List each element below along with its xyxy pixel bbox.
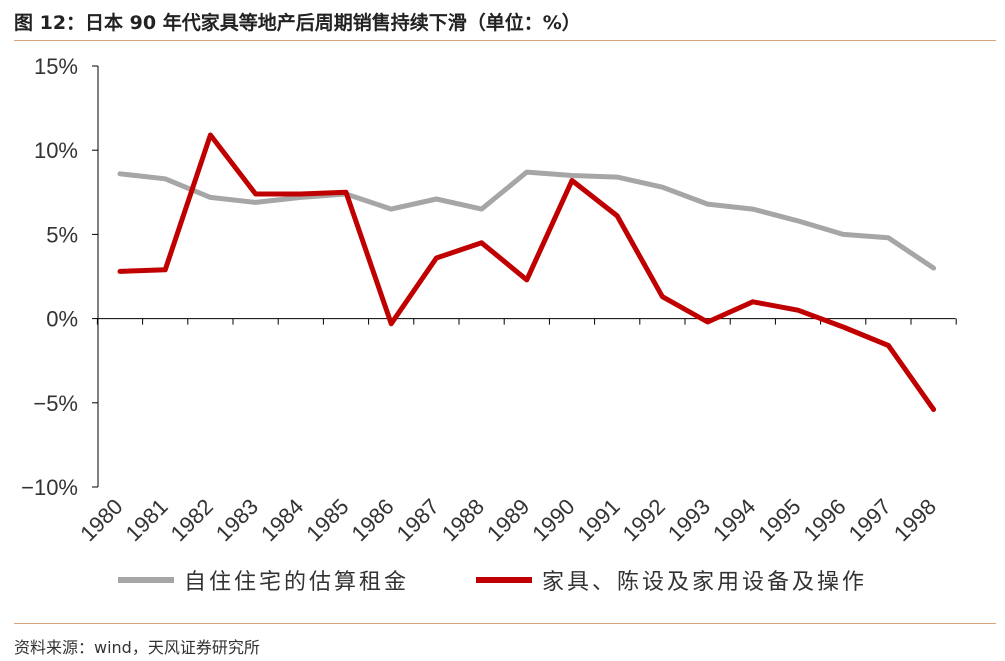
x-tick-label: 1982 [166,494,218,546]
x-tick-label: 1996 [798,494,850,546]
line-chart: −10%−5%0%5%10%15%19801981198219831984198… [21,54,957,546]
x-tick-label: 1994 [708,494,760,546]
y-tick-label: 10% [34,138,78,163]
x-tick-label: 1987 [392,494,444,546]
y-tick-label: 5% [46,222,78,247]
x-tick-label: 1985 [301,494,353,546]
x-tick-label: 1988 [437,494,489,546]
x-tick-label: 1991 [572,494,624,546]
title-divider [14,40,996,41]
x-tick-label: 1983 [211,494,263,546]
legend-label-furniture: 家具、陈设及家用设备及操作 [542,570,868,595]
x-tick-label: 1989 [482,494,534,546]
legend-item-furniture: 家具、陈设及家用设备及操作 [476,566,868,595]
x-tick-label: 1981 [120,494,172,546]
x-tick-label: 1995 [753,494,805,546]
x-tick-label: 1980 [75,494,127,546]
series-line-furniture [117,132,937,412]
legend-swatch-rent [118,577,174,583]
y-tick-label: −10% [21,475,78,500]
source-divider [14,623,996,624]
legend-item-rent: 自住住宅的估算租金 [118,566,410,595]
x-tick-label: 1984 [256,494,308,546]
series-line-rent [117,169,937,271]
y-tick-label: −5% [33,391,78,416]
legend: 自住住宅的估算租金 家具、陈设及家用设备及操作 [0,566,1005,595]
x-tick-label: 1993 [663,494,715,546]
source-note: 资料来源：wind，天风证券研究所 [14,638,260,657]
x-tick-label: 1997 [844,494,896,546]
legend-swatch-furniture [476,577,532,583]
y-tick-label: 0% [46,307,78,332]
x-tick-label: 1992 [618,494,670,546]
legend-label-rent: 自住住宅的估算租金 [184,570,410,595]
chart-title: 图 12：日本 90 年代家具等地产后周期销售持续下滑（单位：%） [14,12,581,34]
x-tick-label: 1990 [527,494,579,546]
x-tick-label: 1998 [889,494,941,546]
y-tick-label: 15% [34,54,78,79]
x-tick-label: 1986 [346,494,398,546]
